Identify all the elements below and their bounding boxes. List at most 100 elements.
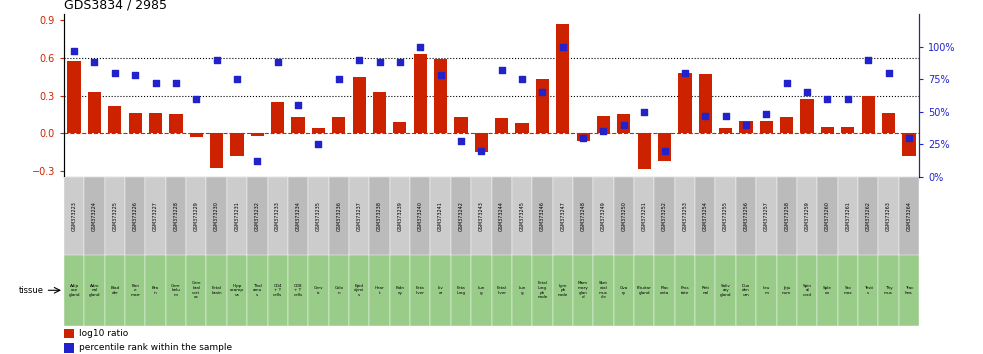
- Text: Kidn
ey: Kidn ey: [395, 286, 404, 295]
- Bar: [841, 127, 854, 133]
- Text: GSM373244: GSM373244: [499, 201, 504, 231]
- Point: [718, 113, 733, 119]
- Text: GSM373263: GSM373263: [886, 201, 891, 231]
- Bar: [739, 121, 753, 133]
- Text: Lym
ph
node: Lym ph node: [557, 284, 568, 297]
- Bar: [838, 177, 858, 255]
- Bar: [471, 177, 492, 255]
- Text: Reti
nal: Reti nal: [701, 286, 710, 295]
- Point: [738, 122, 754, 128]
- Text: Cere
belu
m: Cere belu m: [171, 284, 181, 297]
- Text: GSM373261: GSM373261: [845, 201, 850, 231]
- Bar: [247, 255, 267, 326]
- Bar: [838, 255, 858, 326]
- Bar: [145, 177, 166, 255]
- Bar: [190, 133, 202, 137]
- Text: Trac
hea: Trac hea: [904, 286, 913, 295]
- Bar: [716, 177, 736, 255]
- Bar: [454, 117, 468, 133]
- Bar: [495, 118, 508, 133]
- Text: Fetal
brain: Fetal brain: [211, 286, 222, 295]
- Bar: [674, 255, 695, 326]
- Text: GSM373255: GSM373255: [723, 201, 728, 231]
- Bar: [291, 117, 305, 133]
- Bar: [655, 177, 674, 255]
- Bar: [393, 122, 407, 133]
- Point: [575, 135, 591, 141]
- Text: Saliv
ary
gland: Saliv ary gland: [720, 284, 731, 297]
- Point: [127, 73, 144, 78]
- Text: GSM373250: GSM373250: [621, 201, 626, 231]
- Point: [372, 59, 387, 65]
- Bar: [206, 177, 227, 255]
- Bar: [145, 255, 166, 326]
- Point: [147, 80, 163, 86]
- Text: GSM373226: GSM373226: [133, 201, 138, 231]
- Bar: [597, 116, 610, 133]
- Text: GSM373241: GSM373241: [438, 201, 443, 231]
- Bar: [451, 177, 471, 255]
- Bar: [288, 177, 309, 255]
- Bar: [777, 177, 797, 255]
- Bar: [699, 74, 712, 133]
- Bar: [370, 255, 389, 326]
- Text: CD4
+ T
cells: CD4 + T cells: [273, 284, 282, 297]
- Text: GSM373228: GSM373228: [173, 201, 178, 231]
- Text: Sto
mac: Sto mac: [843, 286, 852, 295]
- Point: [616, 122, 632, 128]
- Point: [107, 70, 123, 76]
- Bar: [267, 255, 288, 326]
- Text: GSM373264: GSM373264: [906, 201, 911, 231]
- Bar: [247, 177, 267, 255]
- Bar: [104, 255, 125, 326]
- Bar: [536, 79, 549, 133]
- Text: Ova
ry: Ova ry: [619, 286, 628, 295]
- Text: Sket
etal
mus
cle: Sket etal mus cle: [599, 281, 608, 299]
- Bar: [898, 255, 919, 326]
- Point: [860, 57, 876, 63]
- Bar: [797, 255, 817, 326]
- Bar: [410, 255, 431, 326]
- Bar: [716, 255, 736, 326]
- Text: GSM373251: GSM373251: [642, 201, 647, 231]
- Text: GSM373245: GSM373245: [520, 201, 525, 231]
- Point: [596, 129, 611, 134]
- Text: Thal
amu
s: Thal amu s: [253, 284, 261, 297]
- Text: Epid
dymi
s: Epid dymi s: [354, 284, 365, 297]
- Bar: [186, 177, 206, 255]
- Bar: [389, 255, 410, 326]
- Bar: [104, 177, 125, 255]
- Bar: [475, 133, 488, 152]
- Text: GSM373229: GSM373229: [194, 201, 199, 231]
- Bar: [512, 177, 532, 255]
- Bar: [309, 255, 328, 326]
- Text: GSM373235: GSM373235: [316, 201, 320, 231]
- Point: [677, 70, 693, 76]
- Bar: [882, 113, 896, 133]
- Point: [535, 90, 550, 95]
- Bar: [64, 255, 85, 326]
- Bar: [556, 24, 569, 133]
- Text: Mam
mary
glan
d: Mam mary glan d: [578, 281, 589, 299]
- Bar: [634, 255, 655, 326]
- Text: Blad
der: Blad der: [110, 286, 119, 295]
- Text: Pros
tate: Pros tate: [680, 286, 689, 295]
- Bar: [674, 177, 695, 255]
- Bar: [271, 102, 284, 133]
- Bar: [756, 177, 777, 255]
- Text: GSM373242: GSM373242: [458, 201, 463, 231]
- Point: [392, 59, 408, 65]
- Bar: [492, 255, 512, 326]
- Bar: [552, 255, 573, 326]
- Bar: [85, 177, 104, 255]
- Bar: [169, 114, 183, 133]
- Bar: [797, 177, 817, 255]
- Bar: [552, 177, 573, 255]
- Text: Cere
bral
cort
ex: Cere bral cort ex: [192, 281, 201, 299]
- Point: [493, 67, 509, 73]
- Bar: [125, 255, 145, 326]
- Point: [901, 135, 917, 141]
- Bar: [719, 128, 732, 133]
- Bar: [251, 133, 264, 136]
- Text: GSM373227: GSM373227: [153, 201, 158, 231]
